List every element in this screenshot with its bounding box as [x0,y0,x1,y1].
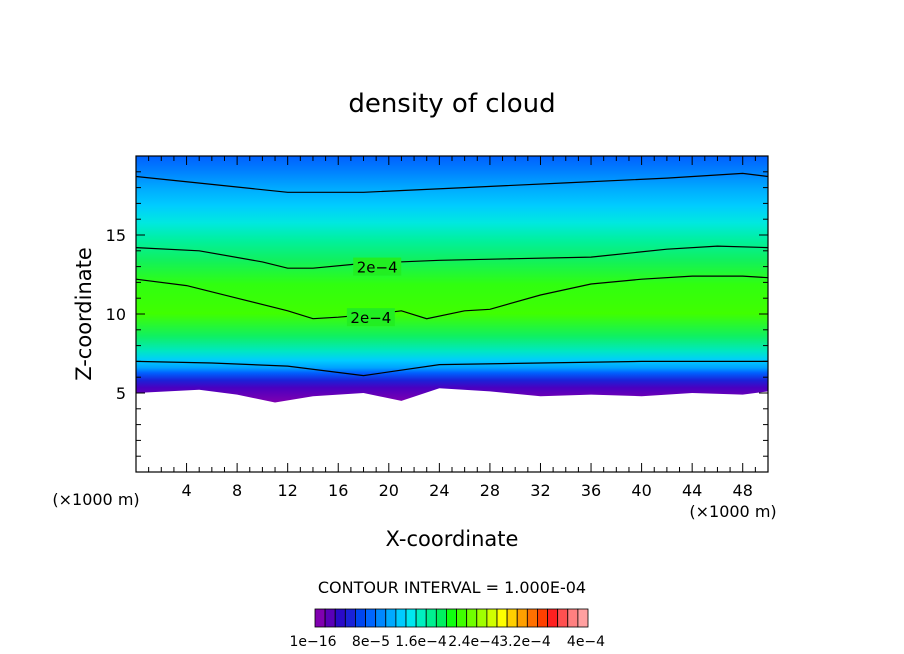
y-tick-label: 5 [116,384,126,403]
colorbar-swatch [334,608,346,628]
colorbar-swatch [456,608,468,628]
colorbar-swatch [425,608,437,628]
colorbar-tick-label: 1e−16 [289,634,336,650]
x-tick-label: 24 [429,481,449,500]
contour-line-2 [136,245,768,269]
colorbar-tick-label: 2.4e−4 [448,634,500,650]
contour-label-bg [353,257,402,276]
x-tick-label: 40 [631,481,651,500]
contour-line-1 [136,172,768,193]
contour-interval-label: CONTOUR INTERVAL = 1.000E-04 [318,578,586,597]
colorbar: 1e−16 8e−5 1.6e−4 2.4e−4 3.2e−4 4e−4 [289,608,605,650]
x-tick-label: 32 [530,481,550,500]
colorbar-swatch [375,608,387,628]
colorbar-swatch [537,608,548,628]
colorbar-swatch [446,608,457,628]
colorbar-swatch [547,608,559,628]
colorbar-swatch [506,608,518,628]
x-axis-ticks: 4 8 12 16 20 24 28 32 36 40 44 48 [148,156,756,500]
contour-lines [136,172,768,377]
y-tick-label: 15 [106,226,126,245]
colorbar-swatch [466,608,478,628]
x-tick-label: 48 [733,481,753,500]
x-tick-label: 28 [480,481,500,500]
colorbar-swatch [405,608,417,628]
colorbar-swatch [314,608,326,628]
colorbar-swatch [567,608,579,628]
contour-line-3 [136,275,768,320]
colorbar-tick-label: 4e−4 [567,634,605,650]
contour-label: 2e−4 [350,309,391,327]
colorbar-tick-label: 8e−5 [352,634,390,650]
colorbar-swatch [476,608,488,628]
x-tick-label: 36 [581,481,601,500]
colorbar-swatch [557,608,569,628]
y-axis-ticks: 5 10 15 [106,171,768,457]
x-tick-label: 8 [232,481,242,500]
colorbar-swatch [516,608,528,628]
colorbar-tick-label: 3.2e−4 [499,634,551,650]
x-tick-label: 20 [379,481,399,500]
colorbar-swatch [415,608,427,628]
y-tick-label: 10 [106,305,126,324]
x-unit-label-left: (×1000 m) [52,490,139,509]
colorbar-swatch [435,608,447,628]
x-tick-label: 44 [682,481,702,500]
colorbar-swatch [324,608,336,628]
x-tick-label: 4 [181,481,191,500]
colorbar-tick-label: 1.6e−4 [395,634,447,650]
y-axis-label: Z-coordinate [72,247,96,381]
contour-label: 2e−4 [357,259,398,277]
contour-label-bg [346,308,395,327]
colorbar-swatch [365,608,377,628]
colorbar-swatch [385,608,397,628]
contour-labels: 2e−4 2e−4 [346,257,402,327]
colorbar-swatch [344,608,356,628]
contour-line-4 [136,360,768,377]
colorbar-swatch [496,608,508,628]
colorbar-swatch [486,608,498,628]
x-tick-label: 16 [328,481,348,500]
x-unit-label-right: (×1000 m) [689,502,776,521]
colorbar-swatch [355,608,366,628]
chart-title: density of cloud [348,89,555,119]
colorbar-swatch [577,608,589,628]
cloud-density-field [136,156,768,403]
colorbar-swatch [395,608,407,628]
x-axis-label: X-coordinate [386,527,519,551]
colorbar-swatch [526,608,538,628]
x-tick-label: 12 [278,481,298,500]
